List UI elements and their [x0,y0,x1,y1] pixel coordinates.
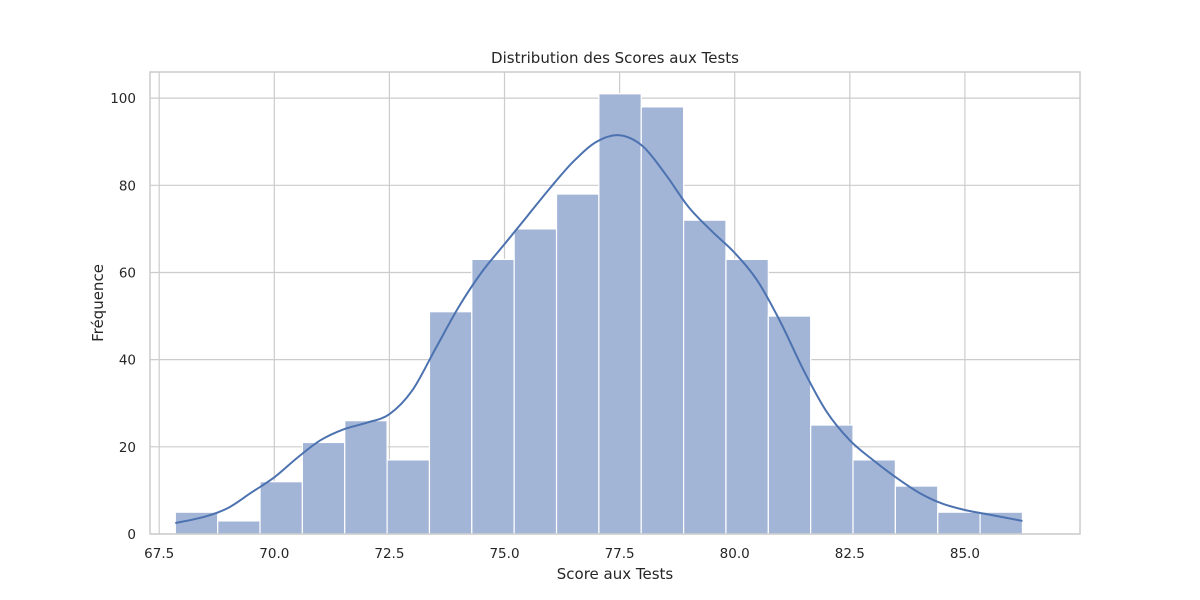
y-axis-title: Fréquence [89,264,107,342]
plot-frame [149,71,1081,535]
x-tick-label: 82.5 [835,546,865,562]
x-tick-label: 85.0 [950,546,980,562]
histogram-bar [301,441,346,535]
histogram-bar [386,459,431,535]
x-tick-label: 72.5 [374,546,404,562]
histogram-bar [513,228,558,535]
histogram-bar [979,511,1024,535]
x-tick-label: 77.5 [605,546,635,562]
kde-curve-group [175,134,1023,525]
y-tick-label: 100 [110,91,136,107]
x-axis-title: Score aux Tests [557,565,674,583]
x-tick-label: 70.0 [259,546,289,562]
x-tick-label: 80.0 [720,546,750,562]
y-tick-label: 0 [127,527,136,543]
histogram-bar [725,258,769,535]
histogram-bar [767,315,812,535]
histogram-bar [471,258,515,535]
histogram-bar [852,459,896,535]
y-tick-label: 60 [119,265,136,281]
histogram-bar [937,511,981,535]
histogram-bar [428,311,473,535]
x-tick-label: 75.0 [489,546,519,562]
x-axis-ticks: 67.5 70.0 72.5 75.0 77.5 80.0 82.5 85.0 [144,546,980,562]
histogram-bar [640,106,685,535]
y-tick-label: 40 [119,353,136,369]
chart-title: Distribution des Scores aux Tests [491,49,739,67]
y-tick-label: 20 [119,440,136,456]
histogram-bar [894,485,939,535]
kde-curve [175,134,1023,525]
bars [174,93,1024,535]
y-tick-label: 80 [119,178,136,194]
histogram-bar [598,93,642,535]
histogram-bar [555,193,600,535]
y-axis-ticks: 0 20 40 60 80 100 [110,91,136,543]
histogram-bar [682,219,727,535]
histogram-bar [810,424,854,535]
x-tick-label: 67.5 [144,546,174,562]
histogram-bar [217,520,261,535]
histogram-bar [259,481,303,535]
histogram-bar [344,420,388,535]
